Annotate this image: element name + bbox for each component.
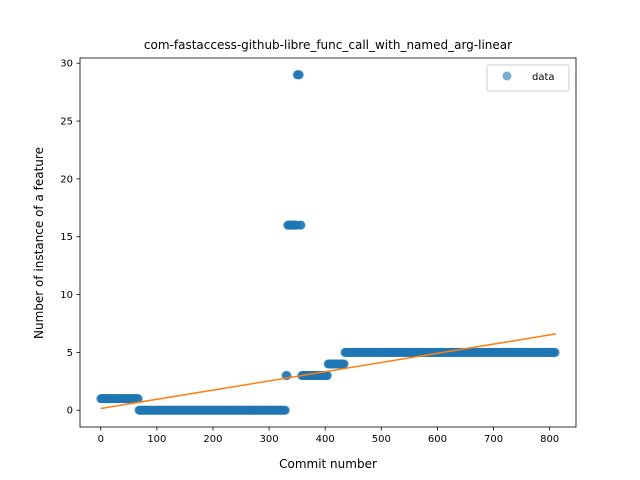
data-point (550, 347, 560, 357)
x-tick-label: 100 (147, 434, 166, 445)
fit-line (100, 333, 556, 410)
x-tick-label: 300 (260, 434, 279, 445)
x-tick-label: 600 (428, 434, 447, 445)
axes-frame (79, 57, 577, 428)
legend-box (486, 64, 570, 92)
x-tick-label: 400 (316, 434, 335, 445)
plot-area (96, 70, 560, 415)
x-tick-label: 500 (372, 434, 391, 445)
data-point (296, 220, 306, 230)
x-tick-label: 0 (98, 434, 104, 445)
data-point (339, 359, 349, 369)
legend-marker-data (502, 71, 512, 81)
chart-title: com-fastaccess-github-libre_func_call_wi… (144, 38, 512, 52)
y-tick-label: 5 (67, 348, 73, 359)
y-tick-label: 30 (60, 59, 73, 70)
x-tick-label: 700 (484, 434, 503, 445)
legend-label-data: data (532, 72, 555, 83)
legend: data (486, 64, 570, 92)
data-point (133, 394, 143, 404)
data-point (294, 70, 304, 80)
data-point (280, 405, 290, 415)
x-axis-label: Commit number (279, 457, 377, 471)
y-tick-label: 25 (60, 117, 73, 128)
y-tick-label: 20 (60, 174, 73, 185)
y-tick-label: 0 (67, 406, 73, 417)
x-tick-label: 200 (203, 434, 222, 445)
y-axis-label: Number of instance of a feature (32, 147, 46, 339)
axes: 0 100 200 300 400 500 600 700 800 0 5 10 15 20 25 30 (60, 57, 577, 445)
data-point (322, 371, 332, 381)
y-tick-label: 10 (60, 290, 73, 301)
x-tick-label: 800 (540, 434, 559, 445)
y-tick-label: 15 (60, 232, 73, 243)
